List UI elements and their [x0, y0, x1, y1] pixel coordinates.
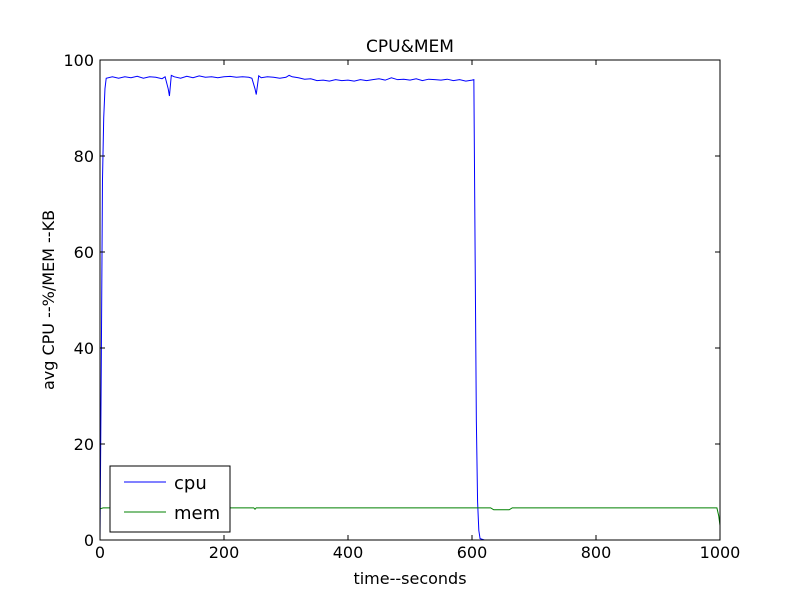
x-tick-label: 200 [209, 543, 240, 562]
y-tick-label: 0 [84, 531, 94, 550]
y-tick-label: 20 [74, 435, 94, 454]
plot-frame [99, 59, 721, 541]
chart-title: CPU&MEM [366, 37, 454, 57]
series-line-mem [99, 507, 721, 526]
legend-label-mem: mem [174, 503, 220, 524]
x-tick-label: 1000 [700, 543, 741, 562]
legend-label-cpu: cpu [174, 473, 207, 494]
x-tick-label: 600 [457, 543, 488, 562]
x-tick-label: 0 [95, 543, 105, 562]
x-tick-label: 800 [581, 543, 612, 562]
y-tick-label: 80 [74, 147, 94, 166]
y-tick-label: 100 [63, 51, 94, 70]
series-line-cpu [99, 74, 720, 541]
x-tick-label: 400 [333, 543, 364, 562]
legend-box [109, 465, 231, 533]
legend: cpu mem [109, 465, 231, 533]
y-tick-label: 40 [74, 339, 94, 358]
y-axis-label: avg CPU --%/MEM --KB [39, 210, 58, 390]
y-tick-label: 60 [74, 243, 94, 262]
ticks-layer: 0 200 400 600 800 1000 0 20 40 60 80 100 [63, 51, 740, 562]
series-layer [99, 74, 721, 541]
x-axis-label: time--seconds [353, 569, 466, 588]
